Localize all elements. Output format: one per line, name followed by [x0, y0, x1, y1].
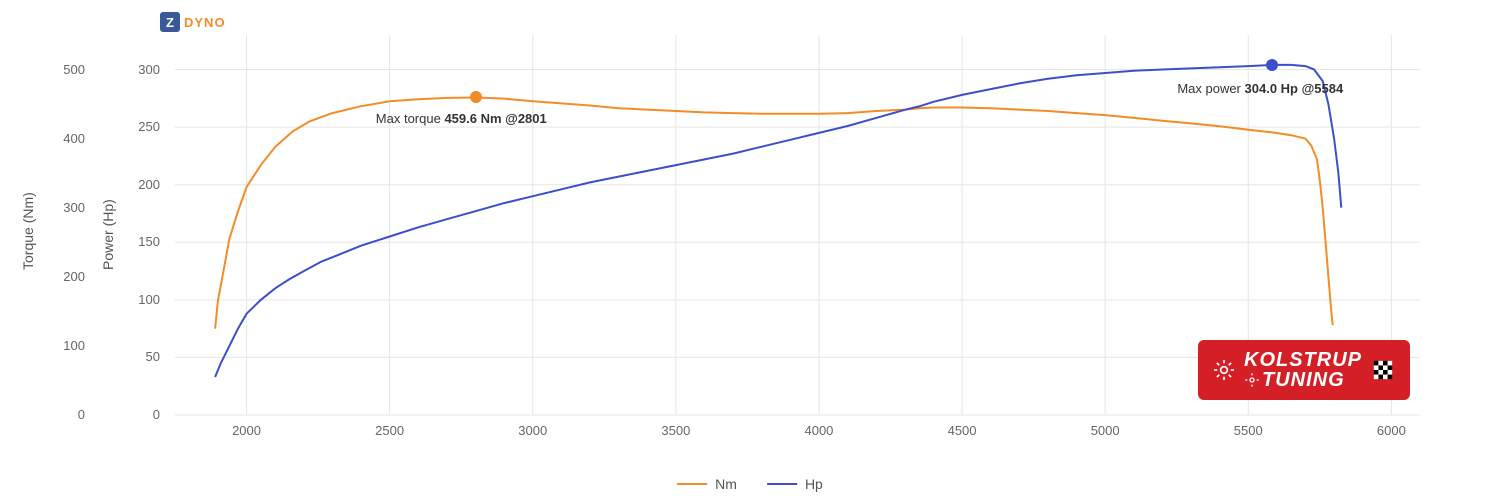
- kolstrup-text: KOLSTRUP TUNING: [1244, 350, 1362, 390]
- z-icon: Z: [160, 12, 180, 32]
- power-tick: 100: [125, 292, 160, 307]
- torque-tick: 400: [45, 131, 85, 146]
- power-tick: 50: [125, 349, 160, 364]
- kolstrup-logo: KOLSTRUP TUNING: [1198, 340, 1410, 400]
- power-axis-title: Power (Hp): [100, 199, 116, 270]
- power-tick: 250: [125, 119, 160, 134]
- max-power-annotation: Max power 304.0 Hp @5584: [1177, 81, 1343, 96]
- legend-label-hp: Hp: [805, 476, 823, 492]
- legend-line-nm: [677, 483, 707, 485]
- torque-tick: 300: [45, 200, 85, 215]
- power-tick: 150: [125, 234, 160, 249]
- dyno-chart: Z DYNO Torque (Nm) Power (Hp) 0 100 200 300…: [0, 0, 1500, 500]
- power-tick: 200: [125, 177, 160, 192]
- legend: Nm Hp: [677, 476, 823, 492]
- legend-line-hp: [767, 483, 797, 485]
- power-tick: 0: [125, 407, 160, 422]
- kolstrup-line2: TUNING: [1262, 370, 1345, 390]
- x-tick: 4000: [794, 423, 844, 438]
- dyno-logo: Z DYNO: [160, 12, 226, 32]
- legend-item-hp: Hp: [767, 476, 823, 492]
- max-torque-marker: [470, 91, 482, 103]
- max-power-marker: [1266, 59, 1278, 71]
- gear-icon: [1214, 360, 1234, 380]
- x-tick: 3000: [508, 423, 558, 438]
- x-tick: 6000: [1366, 423, 1416, 438]
- max-torque-annotation: Max torque 459.6 Nm @2801: [376, 111, 547, 126]
- x-tick: 3500: [651, 423, 701, 438]
- x-tick: 2500: [365, 423, 415, 438]
- legend-label-nm: Nm: [715, 476, 737, 492]
- gear-icon-small: [1244, 372, 1260, 388]
- torque-tick: 100: [45, 338, 85, 353]
- x-tick: 5500: [1223, 423, 1273, 438]
- checkered-flag-icon: [1372, 359, 1394, 381]
- torque-tick: 200: [45, 269, 85, 284]
- torque-axis-title: Torque (Nm): [20, 192, 36, 270]
- torque-tick: 0: [45, 407, 85, 422]
- legend-item-nm: Nm: [677, 476, 737, 492]
- torque-tick: 500: [45, 62, 85, 77]
- kolstrup-line1: KOLSTRUP: [1244, 350, 1362, 370]
- x-tick: 4500: [937, 423, 987, 438]
- dyno-logo-text: DYNO: [184, 15, 226, 30]
- x-tick: 5000: [1080, 423, 1130, 438]
- x-tick: 2000: [222, 423, 272, 438]
- power-tick: 300: [125, 62, 160, 77]
